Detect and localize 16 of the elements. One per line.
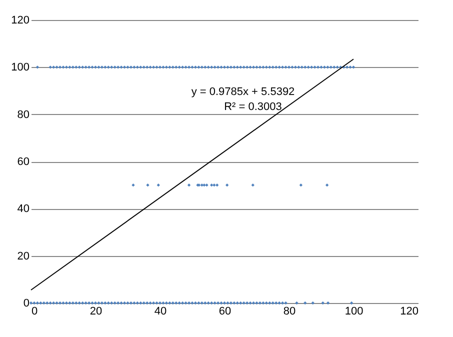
y-tick-label: 100 xyxy=(11,62,30,74)
x-tick-label: 40 xyxy=(154,306,167,318)
x-tick-label: 20 xyxy=(90,306,102,318)
y-tick-label: 60 xyxy=(17,156,30,168)
x-tick-label: 100 xyxy=(344,306,364,318)
x-tick-label: 0 xyxy=(32,306,38,318)
annotation: R² = 0.3003 xyxy=(224,101,282,113)
x-tick-label: 60 xyxy=(218,306,232,318)
y-tick-label: 80 xyxy=(17,108,30,121)
x-tick-label: 80 xyxy=(283,306,296,318)
y-tick-label: 120 xyxy=(11,14,30,26)
annotation: y = 0.9785x + 5.5392 xyxy=(191,86,295,98)
y-tick-label: 40 xyxy=(17,203,30,216)
x-tick-label: 120 xyxy=(400,306,418,318)
y-tick-label: 0 xyxy=(23,298,30,310)
y-tick-label: 20 xyxy=(17,250,30,262)
